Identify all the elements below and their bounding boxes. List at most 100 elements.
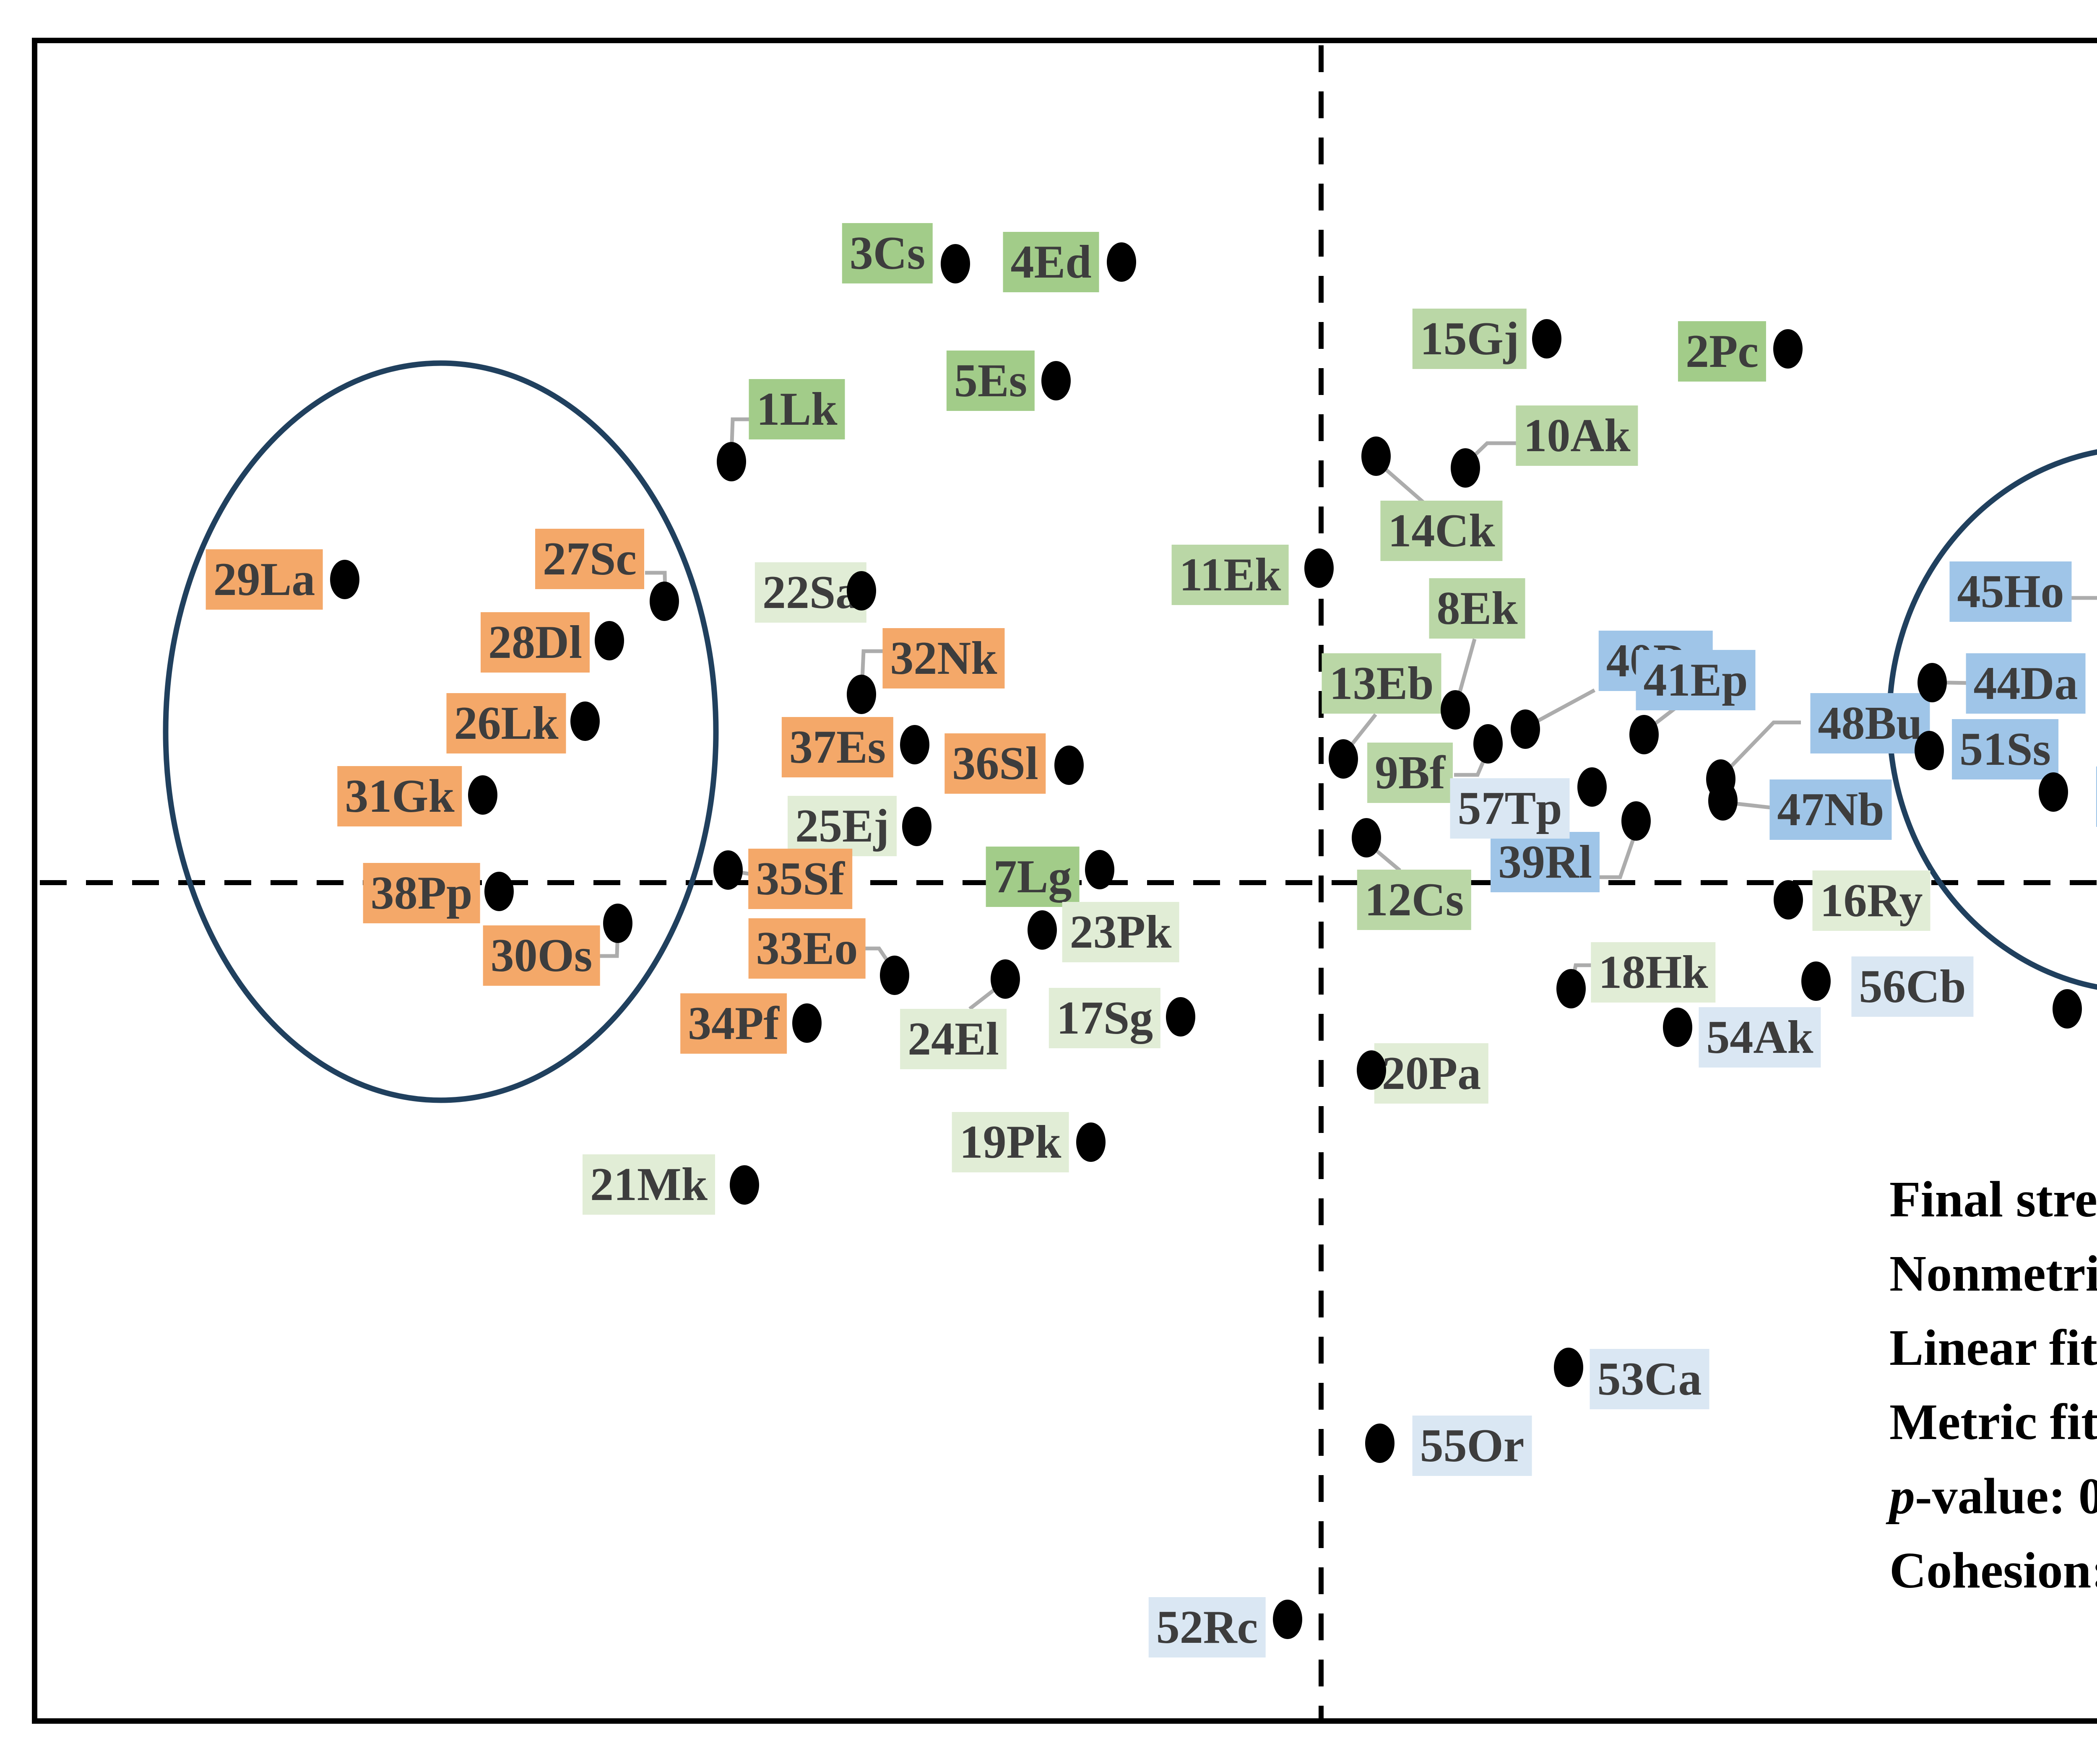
point-dot-41Ep [1629, 715, 1659, 754]
point-label-54Ak: 54Ak [1699, 1007, 1821, 1068]
point-label-48Bu: 48Bu [1810, 693, 1930, 753]
left-cluster-ellipse [163, 360, 719, 1103]
point-dot-1Lk [717, 442, 746, 481]
point-dot-13Eb [1329, 739, 1358, 779]
point-dot-42Bt [2039, 772, 2068, 812]
stat-line-cohesion: Cohesion: 0.4963 [1889, 1542, 2097, 1599]
point-dot-26Lk [570, 701, 600, 741]
point-dot-24El [991, 959, 1020, 999]
point-dot-57Tp [1577, 767, 1607, 807]
fit-statistics: Final stress: 15.01953 Nonmetric fit: 0.… [1889, 1162, 2097, 1608]
stat-line-linear-fit: Linear fit: 0.9134 [1889, 1320, 2097, 1376]
point-dot-30Os [603, 904, 632, 943]
point-label-1Lk: 1Lk [749, 379, 845, 439]
point-label-38Pp: 38Pp [363, 863, 480, 923]
point-dot-27Sc [650, 582, 679, 621]
point-label-15Gj: 15Gj [1412, 309, 1527, 369]
point-label-8Ek: 8Ek [1429, 578, 1525, 639]
stat-line-metric-fit: Metric fit: 0.8831 [1889, 1394, 2097, 1450]
point-label-55Or: 55Or [1412, 1416, 1532, 1476]
point-label-22Sa: 22Sa [755, 562, 867, 623]
point-label-21Mk: 21Mk [583, 1154, 715, 1215]
plot-border [32, 38, 2097, 1724]
point-dot-44Da [1917, 663, 1947, 702]
point-dot-56Cb [1801, 961, 1831, 1001]
point-label-29La: 29La [206, 549, 323, 610]
point-dot-51Ss [1915, 731, 1944, 770]
point-dot-28Dl [595, 621, 624, 660]
point-label-53Ca: 53Ca [1590, 1349, 1709, 1409]
point-dot-29La [330, 560, 359, 599]
stat-line-final-stress: Final stress: 15.01953 [1889, 1171, 2097, 1228]
point-label-4Ed: 4Ed [1003, 232, 1099, 292]
point-dot-52Rc [1273, 1600, 1302, 1639]
point-label-33Eo: 33Eo [748, 918, 866, 979]
point-label-3Cs: 3Cs [842, 223, 933, 283]
point-label-11Ek: 11Ek [1171, 545, 1289, 605]
point-dot-3Cs [941, 244, 970, 283]
point-label-14Ck: 14Ck [1380, 501, 1503, 561]
point-label-32Nk: 32Nk [882, 628, 1005, 688]
point-label-7Lg: 7Lg [986, 847, 1080, 907]
point-label-52Rc: 52Rc [1148, 1597, 1266, 1657]
point-dot-2Pc [1773, 329, 1803, 369]
point-label-41Ep: 41Ep [1636, 650, 1756, 710]
point-label-9Bf: 9Bf [1367, 743, 1453, 803]
point-dot-21Mk [730, 1165, 759, 1205]
point-label-16Ry: 16Ry [1812, 870, 1930, 931]
point-dot-31Gk [468, 775, 497, 815]
point-dot-18Hk [1556, 969, 1586, 1008]
point-label-42Bt: 42Bt [2096, 766, 2097, 827]
point-label-17Sg: 17Sg [1048, 988, 1161, 1048]
point-dot-16Ry [1774, 880, 1803, 920]
point-label-20Pa: 20Pa [1374, 1043, 1489, 1104]
point-label-18Hk: 18Hk [1591, 942, 1716, 1003]
point-dot-19Pk [1076, 1122, 1106, 1162]
leader-line-48Bu [1721, 720, 1801, 777]
point-dot-11Ek [1304, 548, 1334, 588]
point-dot-48Bu [1706, 759, 1735, 799]
point-label-56Cb: 56Cb [1851, 956, 1974, 1017]
point-dot-5Es [1041, 361, 1071, 400]
point-label-26Lk: 26Lk [446, 693, 566, 753]
point-dot-39Rl [1621, 801, 1651, 841]
point-label-19Pk: 19Pk [952, 1112, 1069, 1172]
stat-line-nonmetric-fit: Nonmetric fit: 0.9774 [1889, 1245, 2097, 1302]
point-dot-35Sf [713, 850, 743, 890]
point-label-57Tp: 57Tp [1450, 778, 1570, 839]
point-label-10Ak: 10Ak [1516, 405, 1638, 466]
leader-line-45Ho [2071, 596, 2097, 600]
point-dot-25Ej [902, 807, 931, 846]
point-label-51Ss: 51Ss [1952, 719, 2058, 779]
point-label-25Ej: 25Ej [788, 796, 897, 856]
point-label-36Sl: 36Sl [944, 733, 1046, 794]
point-dot-34Pf [792, 1003, 822, 1043]
point-label-27Sc: 27Sc [535, 529, 644, 589]
point-dot-10Ak [1451, 448, 1480, 488]
point-dot-9Bf [1473, 724, 1503, 764]
point-dot-14Ck [1361, 436, 1391, 476]
point-label-35Sf: 35Sf [748, 849, 852, 909]
point-dot-20Pa [1357, 1050, 1386, 1090]
point-label-12Cs: 12Cs [1357, 870, 1472, 930]
point-label-30Os: 30Os [483, 925, 600, 986]
point-label-28Dl: 28Dl [481, 612, 590, 673]
leader-line-39Rl [1598, 828, 1639, 879]
leader-line-40Ds [1527, 688, 1596, 728]
point-label-37Es: 37Es [781, 717, 894, 777]
point-label-44Da: 44Da [1966, 653, 2086, 714]
point-label-13Eb: 13Eb [1322, 653, 1441, 714]
point-dot-23Pk [1028, 910, 1057, 950]
point-dot-53Ca [1554, 1348, 1583, 1387]
point-label-2Pc: 2Pc [1678, 321, 1767, 382]
point-label-31Gk: 31Gk [337, 766, 462, 826]
point-dot-4Ed [1107, 242, 1136, 282]
point-dot-6Ed [2053, 989, 2082, 1029]
point-label-5Es: 5Es [946, 351, 1035, 411]
point-label-34Pf: 34Pf [680, 993, 787, 1054]
point-dot-12Cs [1352, 818, 1381, 857]
point-dot-38Pp [484, 872, 514, 911]
point-dot-8Ek [1441, 690, 1470, 730]
point-dot-40Ds [1511, 709, 1540, 749]
